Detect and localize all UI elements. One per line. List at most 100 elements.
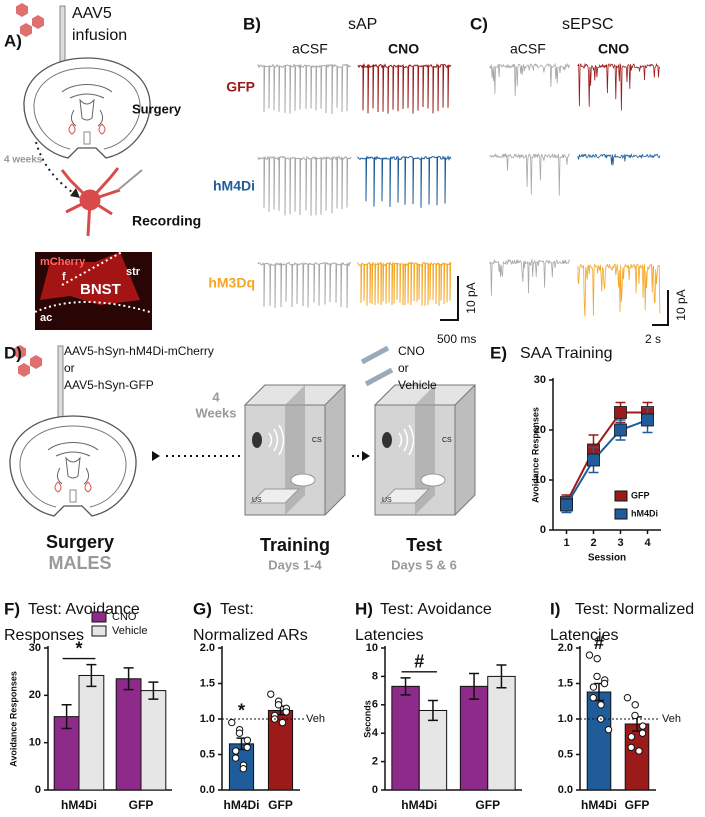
stage-name: Surgery xyxy=(46,532,114,552)
x-tick-label: GFP xyxy=(268,798,293,812)
series-line xyxy=(565,411,648,503)
trace xyxy=(257,261,352,308)
data-point xyxy=(278,718,287,727)
stage-text: Surgery xyxy=(132,101,182,116)
data-point xyxy=(282,708,290,716)
legend-label: CNO xyxy=(112,611,137,623)
arrow-head xyxy=(152,451,160,461)
infusion-text: AAV5 xyxy=(72,5,112,22)
neuron xyxy=(60,167,143,237)
panel-label: F) xyxy=(4,599,20,618)
trace xyxy=(257,63,352,114)
panel-title: sEPSC xyxy=(562,16,614,33)
chart-title: Normalized ARs xyxy=(193,627,308,644)
cue-label: CS xyxy=(312,437,322,444)
data-point xyxy=(627,733,636,741)
y-axis-label: Avoidance Responses xyxy=(8,671,18,767)
data-point xyxy=(593,672,601,681)
data-point xyxy=(231,754,240,762)
condition-label: CNO xyxy=(388,41,419,57)
traces xyxy=(257,62,661,317)
trace xyxy=(489,258,571,296)
legend-swatch xyxy=(91,611,107,623)
data-point xyxy=(635,747,643,755)
interval-text: 4 weeks xyxy=(4,155,43,166)
bar xyxy=(418,709,448,791)
histology-boundary xyxy=(34,251,151,313)
x-tick-label: 1 xyxy=(563,537,569,549)
legend-swatch xyxy=(91,625,107,637)
legend-label: Vehicle xyxy=(112,625,147,637)
trace xyxy=(577,262,661,317)
y-tick-label: 10 xyxy=(366,642,378,654)
significance-mark: # xyxy=(594,633,604,653)
y-tick-label: 8 xyxy=(372,670,378,682)
data-point xyxy=(604,725,613,734)
y-tick-label: 1.0 xyxy=(200,713,215,725)
stage-name: Test xyxy=(406,535,442,555)
marker xyxy=(614,406,627,419)
data-point xyxy=(631,711,639,720)
trace xyxy=(257,155,352,216)
trace xyxy=(489,152,571,196)
x-tick-label: hM4Di xyxy=(224,798,260,812)
histology-label: f xyxy=(62,271,66,283)
drug-text: Vehicle xyxy=(398,378,437,392)
histology-label: str xyxy=(126,266,141,278)
histology-label: BNST xyxy=(80,281,121,298)
bar xyxy=(140,690,167,791)
marker xyxy=(641,413,654,427)
data-point xyxy=(267,690,275,698)
data-point xyxy=(274,701,283,709)
legend-swatch xyxy=(614,490,628,502)
y-tick-label: 0.0 xyxy=(200,784,215,796)
data-point xyxy=(600,679,609,688)
y-tick-label: 2.0 xyxy=(558,642,573,654)
panel-label: D) xyxy=(4,343,22,362)
panel-label: G) xyxy=(193,599,212,618)
trace xyxy=(357,62,452,114)
chart-title: Test: Avoidance xyxy=(28,601,140,618)
cue-label: US xyxy=(252,497,262,504)
legend-label: GFP xyxy=(631,490,650,500)
panel-label: I) xyxy=(550,599,560,618)
marker xyxy=(614,423,627,437)
virus-text: AAV5-hSyn-GFP xyxy=(64,378,154,392)
y-tick-label: 2 xyxy=(372,756,378,768)
y-tick-label: 0 xyxy=(372,784,378,796)
arrow-head xyxy=(70,188,80,198)
error-bar xyxy=(400,677,411,696)
data-point xyxy=(585,651,594,659)
data-point xyxy=(228,718,236,727)
arrow-head xyxy=(362,451,370,461)
x-tick-label: GFP xyxy=(475,798,500,812)
y-tick-label: 20 xyxy=(29,689,41,701)
chart-title: SAA Training xyxy=(520,345,613,362)
chart-title: Responses xyxy=(4,627,84,644)
trace xyxy=(357,260,452,306)
legend-label: hM4Di xyxy=(631,508,658,518)
shuttle-box xyxy=(244,384,346,516)
x-tick-label: hM4Di xyxy=(61,798,97,812)
syringe xyxy=(57,345,64,427)
histology-label: mCherry xyxy=(40,256,86,268)
significance-mark: * xyxy=(75,638,82,658)
group-label: hM4Di xyxy=(213,178,255,194)
virus-text: AAV5-hSyn-hM4Di-mCherry xyxy=(64,344,214,358)
data-point xyxy=(235,729,244,737)
shuttle-box xyxy=(374,384,476,516)
y-tick-label: 2.0 xyxy=(200,642,215,654)
significance-mark: # xyxy=(414,652,424,672)
trace xyxy=(577,152,661,166)
error-bar xyxy=(148,681,159,700)
bar xyxy=(487,675,516,791)
virus-icon xyxy=(16,3,28,17)
scale-bar xyxy=(440,276,459,321)
scale-label: 10 pA xyxy=(464,282,478,313)
y-tick-label: 1.0 xyxy=(558,713,573,725)
y-tick-label: 0.5 xyxy=(558,748,573,760)
error-bar xyxy=(496,664,507,689)
data-point xyxy=(232,747,240,755)
stage-detail: Days 1-4 xyxy=(268,557,322,572)
series-line xyxy=(565,419,648,506)
